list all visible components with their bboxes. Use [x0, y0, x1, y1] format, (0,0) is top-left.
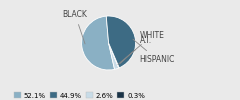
Wedge shape	[106, 16, 136, 68]
Text: A.I.: A.I.	[120, 36, 152, 64]
Wedge shape	[82, 16, 114, 70]
Text: HISPANIC: HISPANIC	[133, 39, 175, 64]
Text: WHITE: WHITE	[118, 31, 165, 64]
Text: BLACK: BLACK	[63, 10, 88, 44]
Wedge shape	[108, 43, 119, 68]
Wedge shape	[108, 43, 119, 69]
Legend: 52.1%, 44.9%, 2.6%, 0.3%: 52.1%, 44.9%, 2.6%, 0.3%	[11, 89, 148, 100]
